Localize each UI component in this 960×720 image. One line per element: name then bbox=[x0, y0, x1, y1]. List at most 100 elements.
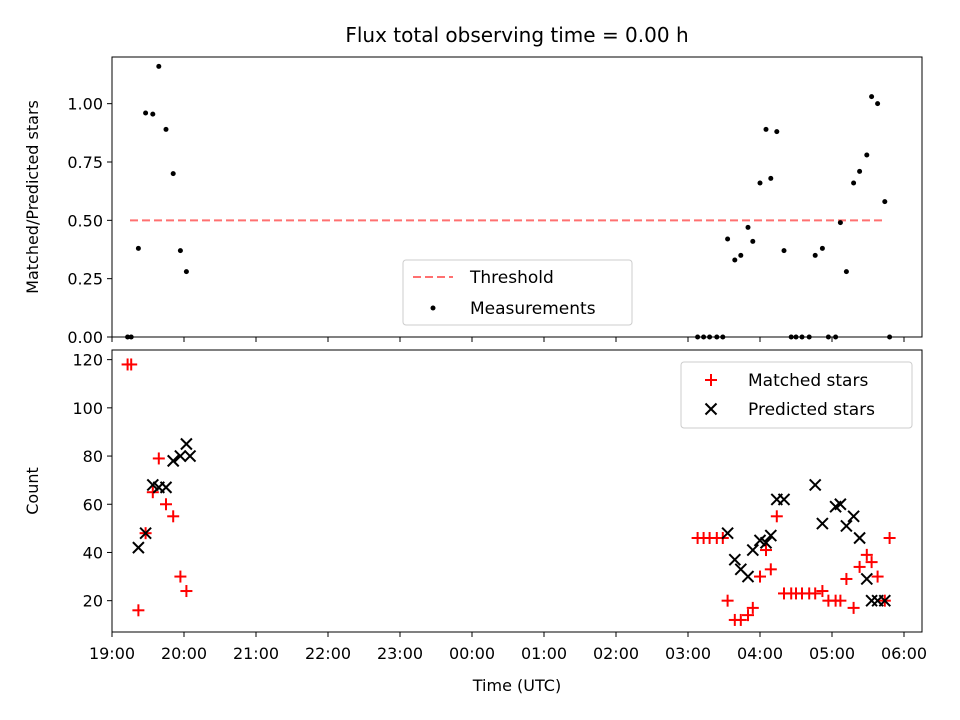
legend-matched-label: Matched stars bbox=[748, 371, 868, 391]
measurement-point bbox=[738, 252, 744, 258]
legend-predicted-swatch bbox=[704, 402, 718, 416]
measurement-point bbox=[695, 334, 701, 340]
matched-star-point bbox=[125, 358, 138, 371]
measurement-point bbox=[875, 101, 881, 107]
predicted-star-point bbox=[860, 572, 874, 586]
top-legend: Threshold Measurements bbox=[402, 259, 633, 326]
measurement-point bbox=[788, 334, 794, 340]
matched-star-point bbox=[174, 570, 187, 583]
measurement-point bbox=[135, 245, 141, 251]
matched-star-point bbox=[809, 587, 822, 600]
matched-star-point bbox=[180, 585, 193, 598]
measurement-point bbox=[768, 175, 774, 181]
top-panel: 0.00 0.25 0.50 0.75 1.00 Matched/Predicted st… bbox=[23, 56, 923, 347]
measurement-point bbox=[837, 220, 843, 226]
measurement-point bbox=[183, 269, 189, 275]
matched-star-point bbox=[746, 601, 759, 614]
x-tick-label: 01:00 bbox=[521, 644, 567, 663]
matched-star-point bbox=[840, 572, 853, 585]
predicted-star-point bbox=[759, 536, 773, 550]
predicted-star-point bbox=[741, 570, 755, 583]
measurement-point bbox=[864, 152, 870, 158]
measurement-point bbox=[887, 334, 893, 340]
predicted-star-point bbox=[853, 531, 866, 545]
y-axis-label: Count bbox=[23, 467, 42, 515]
predicted-star-point bbox=[808, 478, 822, 492]
x-tick-label: 05:00 bbox=[809, 644, 855, 663]
measurement-point bbox=[701, 334, 707, 340]
matched-star-point bbox=[853, 560, 866, 573]
measurement-point bbox=[763, 126, 769, 132]
legend-measurement-label: Measurements bbox=[470, 299, 596, 319]
measurement-point bbox=[725, 236, 731, 242]
plot-frame bbox=[111, 56, 923, 338]
x-tick-label: 22:00 bbox=[305, 644, 351, 663]
matched-star-point bbox=[816, 585, 829, 598]
bottom-panel: 20 40 60 80 100 120 19:00 20:00 21:00 22:00 23:00 0… bbox=[23, 349, 927, 695]
measurement-point bbox=[143, 110, 149, 116]
measurement-point bbox=[125, 334, 131, 340]
matched-star-point bbox=[754, 570, 766, 583]
matched-star-point bbox=[865, 556, 878, 569]
matched-star-point bbox=[152, 452, 165, 465]
y-tick-label: 0.00 bbox=[67, 328, 103, 347]
measurement-point bbox=[812, 252, 818, 258]
predicted-star-point bbox=[834, 498, 847, 511]
bottom-legend: Matched stars Predicted stars bbox=[680, 361, 913, 429]
plot-frame bbox=[111, 349, 923, 633]
predicted-star-point bbox=[878, 594, 892, 607]
measurement-point bbox=[757, 180, 763, 186]
predicted-star-point bbox=[764, 529, 778, 542]
x-tick-label: 04:00 bbox=[737, 644, 783, 663]
matched-star-point bbox=[160, 498, 172, 511]
measurement-point bbox=[128, 334, 134, 340]
matched-star-point bbox=[770, 510, 783, 523]
x-tick-label: 21:00 bbox=[233, 644, 279, 663]
measurement-point bbox=[833, 334, 839, 340]
measurement-point bbox=[720, 334, 726, 340]
measurement-point bbox=[793, 334, 799, 340]
measurement-point bbox=[869, 94, 875, 100]
predicted-star-point bbox=[174, 449, 187, 463]
measurement-point bbox=[774, 129, 780, 135]
matched-star-point bbox=[167, 510, 180, 523]
legend-threshold-label: Threshold bbox=[469, 268, 554, 288]
measurement-point bbox=[825, 334, 831, 340]
y-tick-label: 1.00 bbox=[67, 95, 103, 114]
matched-star-point bbox=[871, 570, 884, 583]
y-tick-label: 40 bbox=[83, 543, 103, 562]
y-tick-label: 120 bbox=[72, 351, 103, 370]
matched-star-point bbox=[860, 548, 873, 561]
x-tick-label: 23:00 bbox=[377, 644, 423, 663]
matched-star-point bbox=[132, 604, 145, 617]
predicted-star-point bbox=[746, 543, 760, 557]
matched-star-point bbox=[883, 532, 896, 544]
predicted-star-point bbox=[728, 553, 742, 566]
measurement-point bbox=[170, 171, 176, 177]
predicted-star-point bbox=[721, 526, 734, 540]
y-tick-label: 80 bbox=[83, 447, 103, 466]
y-axis-label: Matched/Predicted stars bbox=[23, 100, 42, 294]
predicted-star-point bbox=[840, 519, 853, 533]
matched-star-point bbox=[734, 613, 747, 626]
x-tick-label: 02:00 bbox=[593, 644, 639, 663]
measurement-point bbox=[799, 334, 805, 340]
measurement-point bbox=[857, 168, 863, 174]
measurement-point bbox=[732, 257, 738, 263]
measurement-point bbox=[150, 111, 156, 117]
measurement-point bbox=[819, 245, 825, 251]
predicted-star-point bbox=[166, 454, 180, 468]
legend-matched-swatch bbox=[705, 374, 717, 386]
measurement-point bbox=[851, 180, 857, 186]
y-tick-label: 100 bbox=[72, 399, 103, 418]
legend-box bbox=[402, 259, 633, 326]
y-tick-label: 60 bbox=[83, 495, 103, 514]
predicted-star-point bbox=[132, 541, 145, 554]
y-tick-label: 0.75 bbox=[67, 153, 103, 172]
legend-box bbox=[680, 361, 913, 429]
chart-title: Flux total observing time = 0.00 h bbox=[345, 23, 688, 47]
x-tick-label: 00:00 bbox=[449, 644, 495, 663]
matched-star-point bbox=[834, 594, 847, 607]
x-tick-label: 19:00 bbox=[89, 644, 135, 663]
